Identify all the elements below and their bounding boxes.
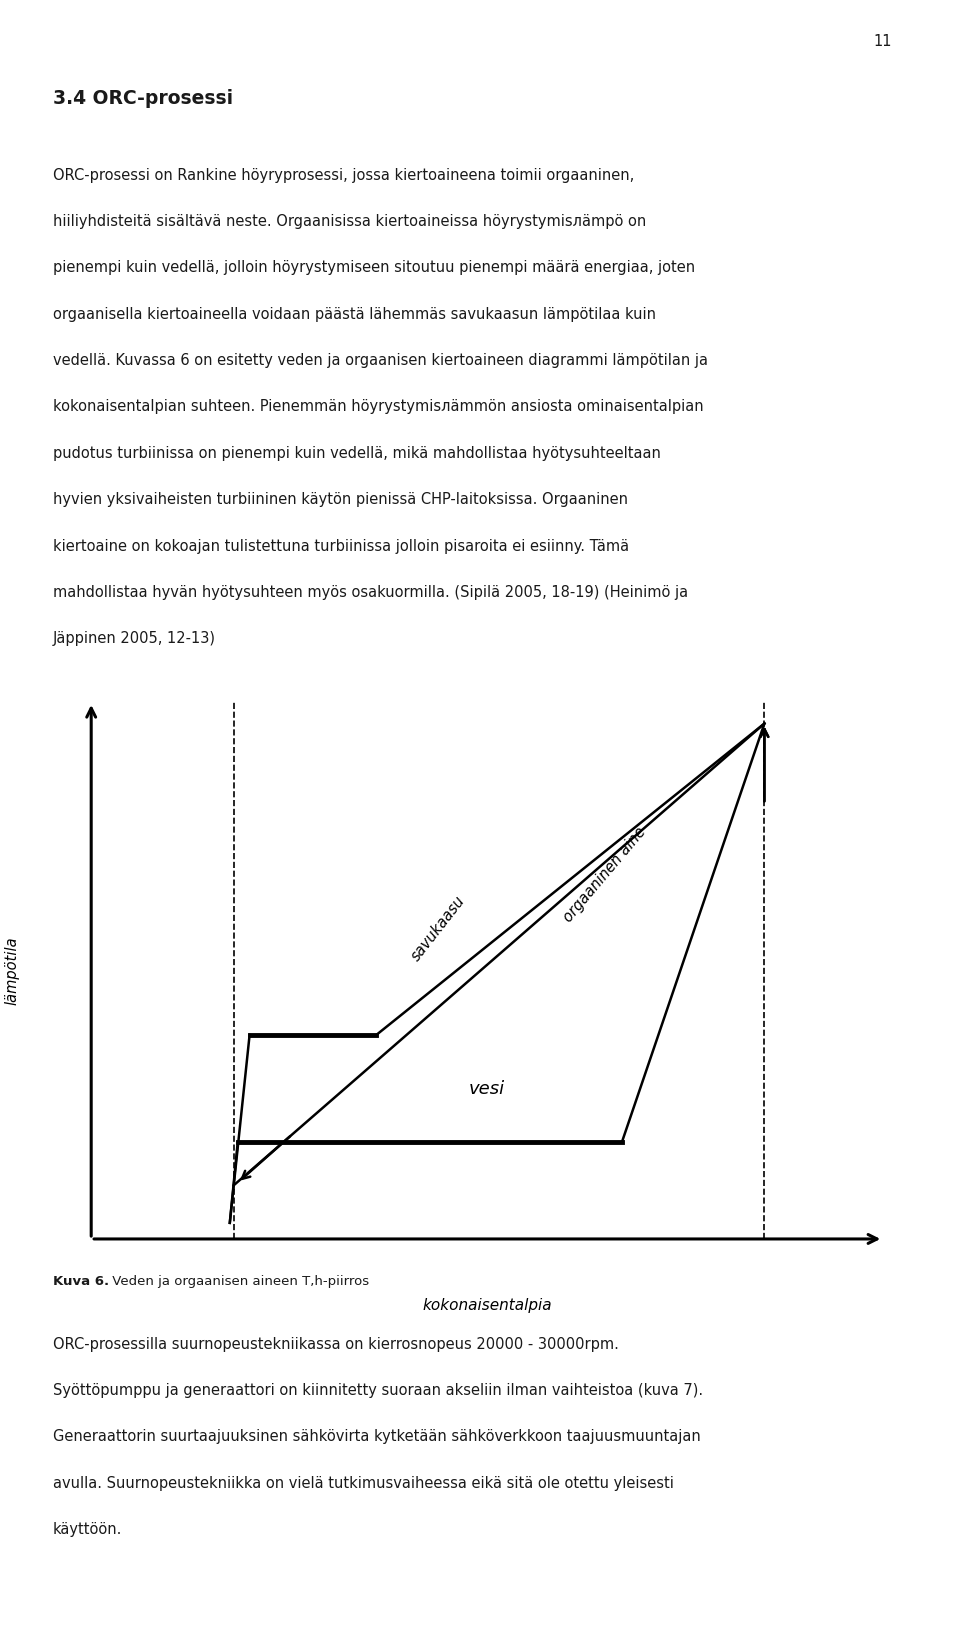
Text: orgaaninen aine: orgaaninen aine <box>560 823 648 924</box>
Text: mahdollistaa hyvän hyötysuhteen myös osakuormilla. (Sipilä 2005, 18-19) (Heinimö: mahdollistaa hyvän hyötysuhteen myös osa… <box>53 584 688 600</box>
Text: orgaanisella kiertoaineella voidaan päästä lähemmäs savukaasun lämpötilaa kuin: orgaanisella kiertoaineella voidaan pääs… <box>53 306 656 322</box>
Text: Kuva 6.: Kuva 6. <box>53 1274 108 1287</box>
Text: vesi: vesi <box>469 1080 505 1098</box>
Text: ORC-prosessilla suurnopeustekniikassa on kierrosnopeus 20000 - 30000rpm.: ORC-prosessilla suurnopeustekniikassa on… <box>53 1336 618 1352</box>
Text: lämpötila: lämpötila <box>5 936 19 1005</box>
Text: pienempi kuin vedellä, jolloin höyrystymiseen sitoutuu pienempi määrä energiaa, : pienempi kuin vedellä, jolloin höyrystym… <box>53 260 695 275</box>
Text: hiiliyhdisteitä sisältävä neste. Orgaanisissa kiertoaineissa höyrystymisлämpö on: hiiliyhdisteitä sisältävä neste. Orgaani… <box>53 215 646 229</box>
Text: ORC-prosessi on Rankine höyryprosessi, jossa kiertoaineena toimii orgaaninen,: ORC-prosessi on Rankine höyryprosessi, j… <box>53 168 634 182</box>
Text: Veden ja orgaanisen aineen T,h-piirros: Veden ja orgaanisen aineen T,h-piirros <box>108 1274 370 1287</box>
Text: hyvien yksivaiheisten turbiininen käytön pienissä CHP-laitoksissa. Orgaaninen: hyvien yksivaiheisten turbiininen käytön… <box>53 491 628 508</box>
Text: 11: 11 <box>874 34 892 49</box>
Text: Generaattorin suurtaajuuksinen sähkövirta kytketään sähköverkkoon taajuusmuuntaj: Generaattorin suurtaajuuksinen sähkövirt… <box>53 1429 701 1445</box>
Text: kokonaisentalpia: kokonaisentalpia <box>422 1298 552 1313</box>
Text: savukaasu: savukaasu <box>408 893 468 963</box>
Text: 3.4 ORC-prosessi: 3.4 ORC-prosessi <box>53 89 233 109</box>
Text: kokonaisentalpian suhteen. Pienemmän höyrystymisлämmön ansiosta ominaisentalpian: kokonaisentalpian suhteen. Pienemmän höy… <box>53 400 704 415</box>
Text: Jäppinen 2005, 12-13): Jäppinen 2005, 12-13) <box>53 631 216 646</box>
Text: käyttöön.: käyttöön. <box>53 1521 122 1538</box>
Text: kiertoaine on kokoajan tulistettuna turbiinissa jolloin pisaroita ei esiinny. Tä: kiertoaine on kokoajan tulistettuna turb… <box>53 539 629 553</box>
Text: pudotus turbiinissa on pienempi kuin vedellä, mikä mahdollistaa hyötysuhteeltaan: pudotus turbiinissa on pienempi kuin ved… <box>53 446 660 460</box>
Text: avulla. Suurnopeustekniikka on vielä tutkimusvaiheessa eikä sitä ole otettu ylei: avulla. Suurnopeustekniikka on vielä tut… <box>53 1476 674 1490</box>
Text: Syöttöpumppu ja generaattori on kiinnitetty suoraan akseliin ilman vaihteistoa (: Syöttöpumppu ja generaattori on kiinnite… <box>53 1383 703 1398</box>
Text: vedellä. Kuvassa 6 on esitetty veden ja orgaanisen kiertoaineen diagrammi lämpöt: vedellä. Kuvassa 6 on esitetty veden ja … <box>53 353 708 368</box>
